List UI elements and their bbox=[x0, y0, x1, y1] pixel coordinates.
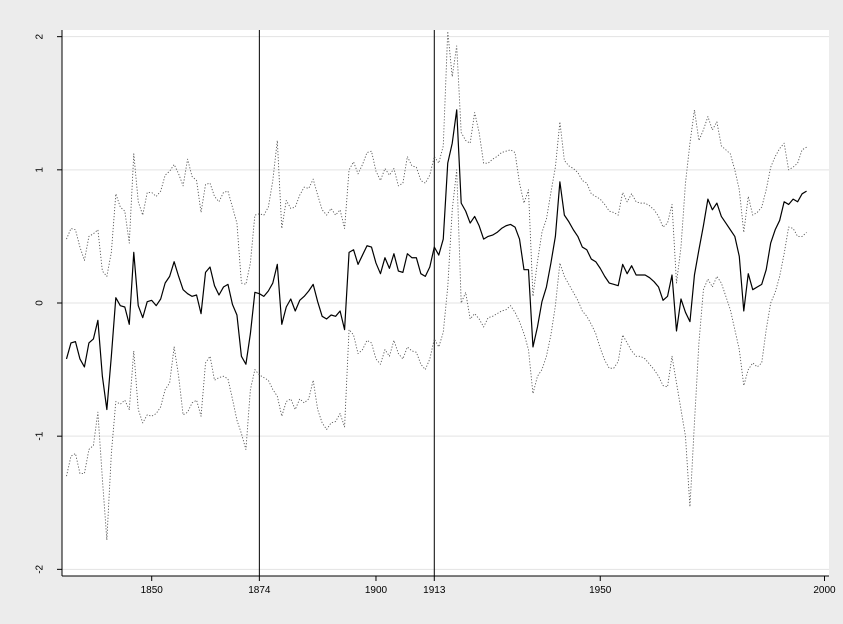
tick-labels: -2 -1 0 1 2 1850 1874 1900 1913 1950 2000 bbox=[35, 33, 836, 596]
x-tick-label-2: 1900 bbox=[365, 585, 388, 596]
reference-lines bbox=[258, 30, 435, 576]
series-line-estimate bbox=[65, 109, 807, 411]
x-tick-label-1: 1874 bbox=[248, 585, 271, 596]
series-line-upper-band bbox=[66, 30, 807, 297]
gridlines bbox=[62, 36, 829, 570]
y-tick-label-0: -2 bbox=[35, 564, 46, 573]
series-lines bbox=[65, 30, 807, 541]
x-tick-label-0: 1850 bbox=[141, 585, 164, 596]
y-tick-label-1: -1 bbox=[35, 431, 46, 440]
y-tick-label-3: 1 bbox=[35, 167, 46, 173]
x-tick-label-4: 1950 bbox=[589, 585, 612, 596]
x-tick-label-5: 2000 bbox=[813, 585, 836, 596]
y-tick-label-2: 0 bbox=[35, 300, 46, 306]
y-tick-label-4: 2 bbox=[35, 33, 46, 39]
x-tick-label-3: 1913 bbox=[423, 585, 446, 596]
series-line-lower-band bbox=[66, 169, 807, 541]
